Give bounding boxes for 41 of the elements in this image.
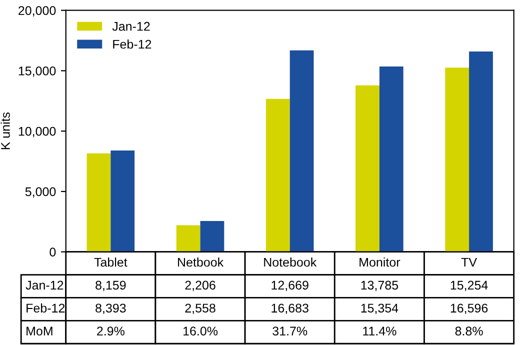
bar: [200, 220, 224, 252]
bar: [356, 85, 380, 252]
bar: [469, 51, 493, 252]
data-label: 8,159: [96, 280, 126, 292]
text: 16.0%: [183, 326, 218, 336]
x-tick-label: TV: [461, 258, 477, 267]
data-label: 2,558: [185, 304, 216, 314]
text: 11.4%: [363, 326, 396, 336]
bar: [290, 50, 314, 252]
bar: [445, 68, 470, 252]
text: MoM: [26, 326, 52, 336]
y-tick-label: 10,000: [18, 126, 56, 138]
text: 2.9%: [97, 326, 124, 336]
data-label: 2,206: [185, 280, 216, 292]
bar: [86, 153, 111, 252]
x-tick-label: Netbook: [178, 257, 224, 267]
y-tick-label: 15,000: [18, 66, 56, 77]
y-tick-label: 0: [50, 248, 56, 256]
data-label: 16,683: [272, 304, 308, 314]
x-tick-label: Tablet: [94, 257, 128, 267]
y-axis-title: K units: [0, 112, 10, 150]
data-label: 15,354: [361, 304, 398, 314]
y-tick-label: 5,000: [25, 187, 56, 198]
data-label: 8,393: [96, 304, 126, 314]
text: 31.7%: [272, 326, 308, 336]
x-tick-label: Notebook: [264, 257, 317, 267]
x-tick-label: Monitor: [360, 257, 400, 267]
bar: [266, 98, 290, 252]
legend-label: Feb-12: [113, 40, 152, 49]
data-label: 12,669: [272, 280, 308, 292]
data-label: 15,254: [450, 280, 488, 292]
text: 8.8%: [455, 326, 483, 336]
text: Feb-12: [26, 303, 65, 313]
y-tick-label: 20,000: [18, 6, 56, 16]
bar: [176, 225, 200, 252]
data-label: 13,785: [361, 280, 398, 292]
data-label: 16,596: [450, 304, 488, 314]
bar: [110, 150, 135, 252]
text: Jan-12: [26, 280, 64, 290]
bar: [379, 66, 404, 252]
legend-label: Jan-12: [112, 22, 150, 31]
